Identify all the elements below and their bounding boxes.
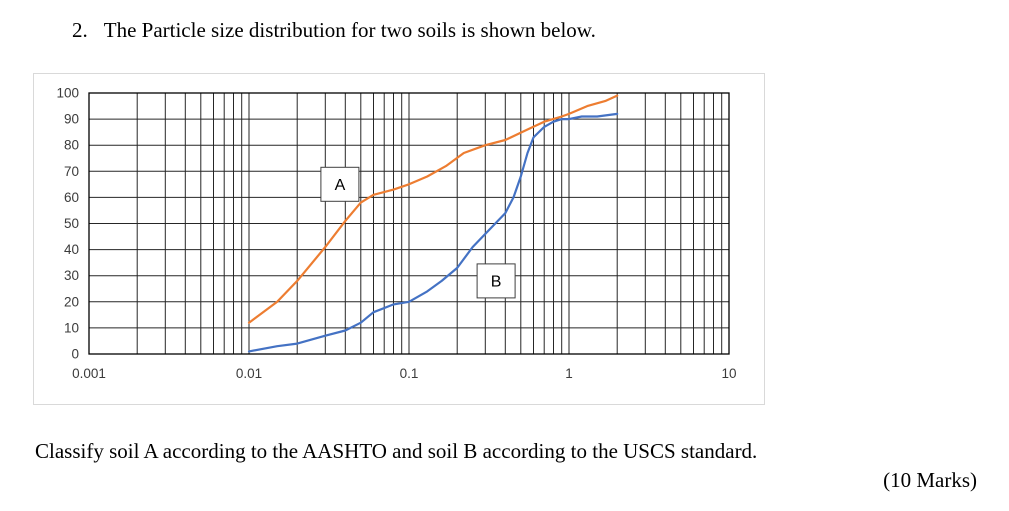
x-tick-label: 1 — [565, 366, 573, 381]
y-axis-tick-labels: 0 10 20 30 40 50 60 70 80 90 100 — [56, 86, 79, 362]
y-tick-label: 40 — [64, 242, 79, 257]
exam-question-page: 2. The Particle size distribution for two… — [0, 18, 1009, 511]
soil-label-B: B — [476, 263, 516, 299]
x-axis-tick-labels: 0.001 0.01 0.1 1 10 — [72, 366, 736, 381]
soil-label-A: A — [320, 166, 360, 202]
x-tick-label: 0.1 — [400, 366, 419, 381]
y-tick-label: 0 — [71, 347, 79, 362]
question-number: 2. — [72, 18, 88, 42]
y-tick-label: 60 — [64, 190, 79, 205]
y-tick-label: 100 — [56, 86, 79, 101]
chart-frame: 0 10 20 30 40 50 60 70 80 90 100 0.001 0.01 0.1 1 10 A B — [33, 73, 765, 405]
instruction-text: Classify soil A according to the AASHTO … — [35, 439, 758, 463]
x-tick-label: 10 — [721, 366, 736, 381]
gridlines — [88, 92, 730, 355]
y-tick-label: 80 — [64, 138, 79, 153]
soil-label-text: A — [335, 177, 346, 194]
y-tick-label: 50 — [64, 216, 79, 231]
soil-label-text: B — [491, 273, 502, 290]
particle-size-distribution-chart: 0 10 20 30 40 50 60 70 80 90 100 0.001 0.01 0.1 1 10 A B — [56, 86, 736, 382]
x-tick-label: 0.01 — [236, 366, 262, 381]
x-tick-label: 0.001 — [72, 366, 106, 381]
soil-B-curve — [247, 112, 619, 353]
y-tick-label: 30 — [64, 268, 79, 283]
y-tick-label: 20 — [64, 294, 79, 309]
y-tick-label: 10 — [64, 320, 79, 335]
question-text: The Particle size distribution for two s… — [103, 18, 596, 42]
y-tick-label: 90 — [64, 112, 79, 127]
y-tick-label: 70 — [64, 164, 79, 179]
question-title: 2. The Particle size distribution for two… — [72, 18, 1009, 43]
soil-A-curve — [247, 94, 619, 324]
plot-area-border — [88, 92, 730, 355]
marks-label: (10 Marks) — [883, 468, 977, 492]
